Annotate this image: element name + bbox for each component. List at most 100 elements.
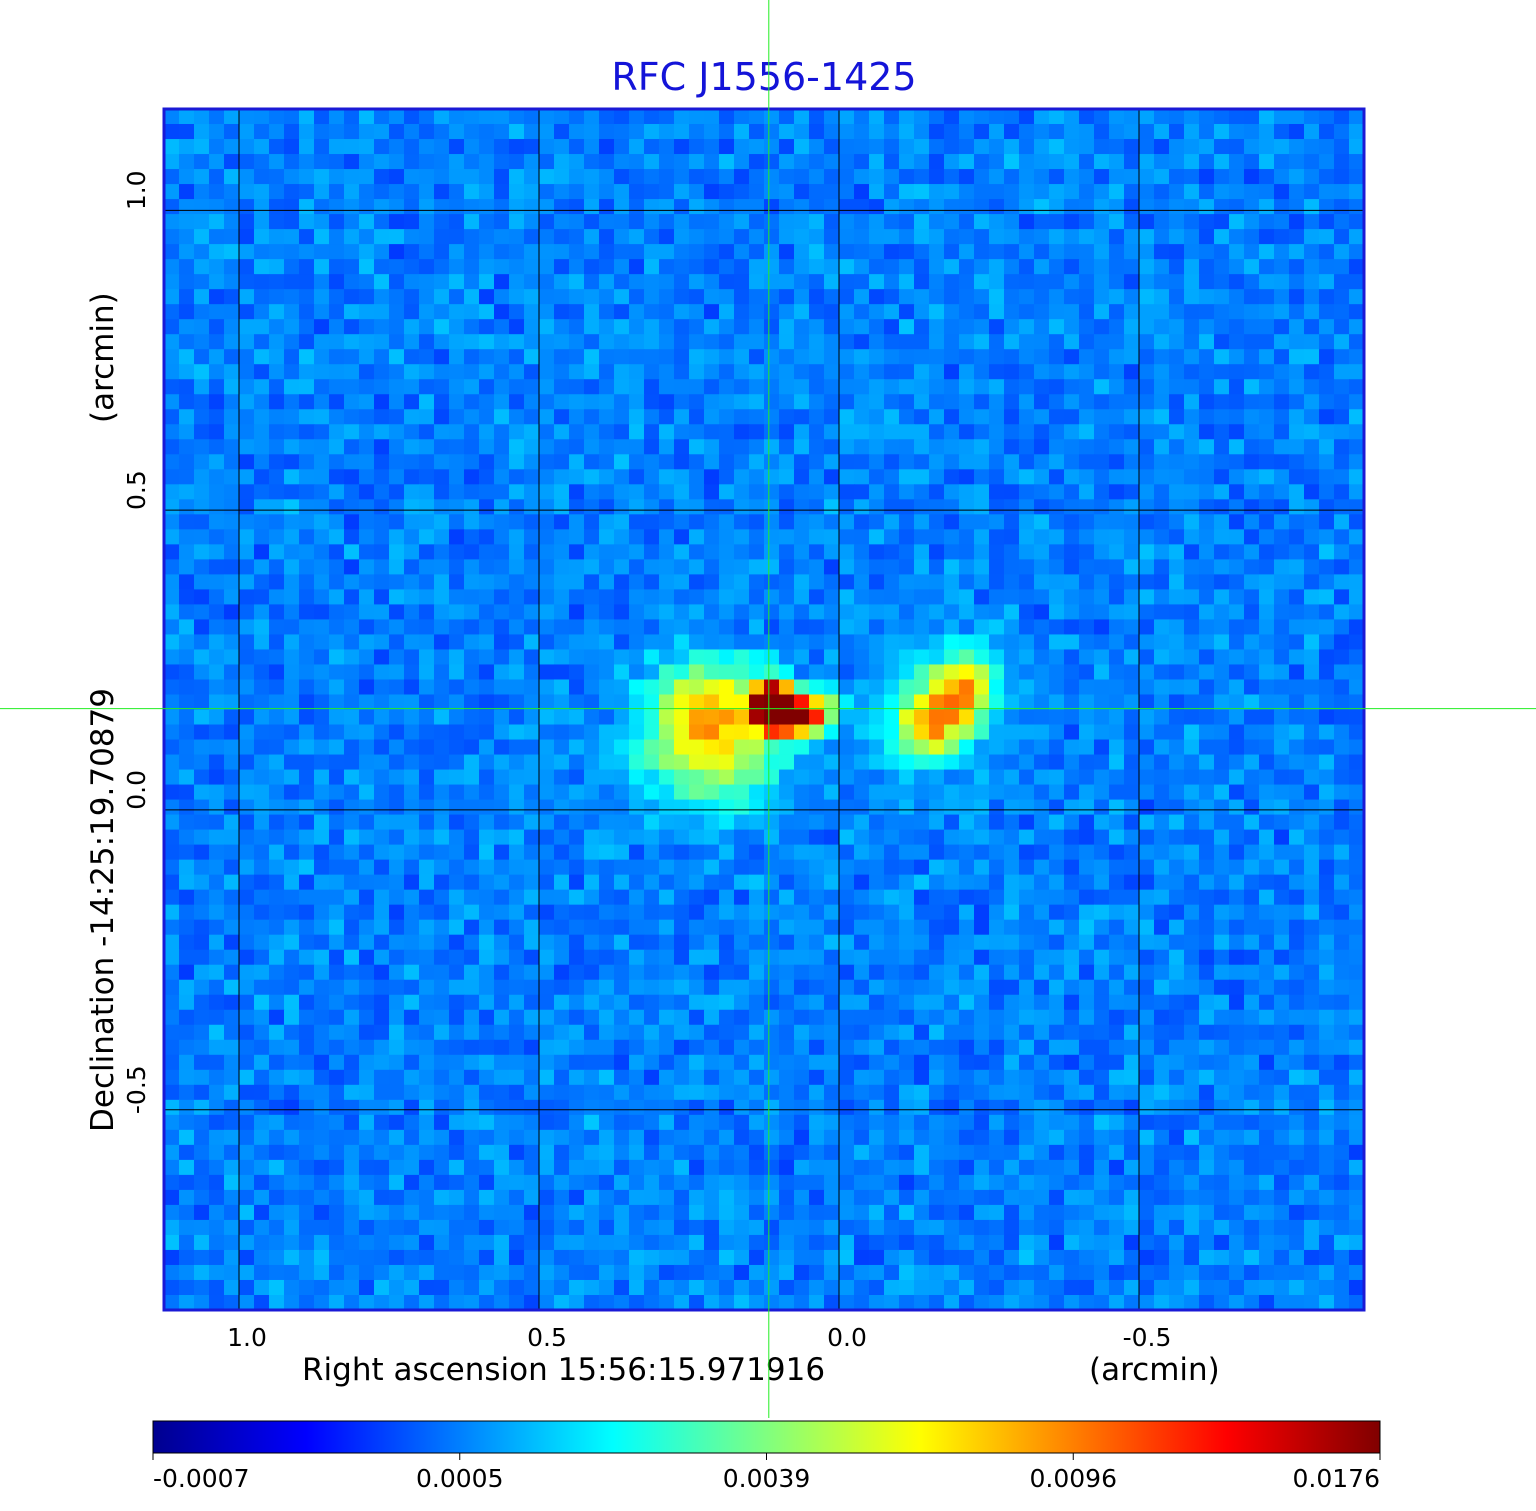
image-pixel (1199, 874, 1215, 891)
image-pixel (434, 799, 450, 816)
image-pixel (419, 499, 435, 515)
image-pixel (1289, 889, 1305, 906)
image-pixel (1019, 679, 1035, 696)
image-pixel (524, 994, 540, 1011)
image-pixel (224, 559, 240, 575)
image-pixel (719, 604, 735, 621)
image-pixel (734, 589, 750, 606)
image-pixel (689, 1009, 705, 1026)
image-pixel (1094, 409, 1110, 425)
image-pixel (1124, 574, 1140, 590)
image-pixel (1094, 109, 1110, 125)
image-pixel (584, 949, 600, 966)
image-pixel (959, 559, 975, 575)
image-pixel (1109, 889, 1125, 906)
image-pixel (929, 844, 945, 861)
image-pixel (614, 244, 630, 260)
image-pixel (269, 529, 285, 545)
image-pixel (404, 319, 420, 335)
image-pixel (344, 199, 360, 215)
image-pixel (629, 199, 645, 215)
image-pixel (614, 529, 630, 545)
image-pixel (1049, 514, 1065, 530)
image-pixel (1124, 139, 1140, 155)
image-pixel (614, 484, 630, 500)
image-pixel (209, 544, 225, 560)
image-pixel (464, 424, 480, 440)
image-pixel (974, 544, 990, 560)
image-pixel (629, 664, 645, 681)
image-pixel (749, 1009, 765, 1026)
image-pixel (269, 289, 285, 305)
image-pixel (719, 964, 735, 981)
image-pixel (539, 244, 555, 260)
image-pixel (1094, 964, 1110, 981)
image-pixel (749, 379, 765, 395)
image-pixel (749, 709, 765, 726)
image-pixel (1034, 154, 1050, 170)
image-pixel (494, 904, 510, 921)
image-pixel (419, 859, 435, 876)
image-pixel (299, 634, 315, 651)
image-pixel (974, 874, 990, 891)
image-pixel (1244, 844, 1260, 861)
image-pixel (419, 634, 435, 651)
image-pixel (1004, 484, 1020, 500)
image-pixel (629, 259, 645, 275)
image-pixel (854, 649, 870, 666)
image-pixel (1244, 634, 1260, 651)
image-pixel (539, 484, 555, 500)
image-pixel (554, 919, 570, 936)
image-pixel (209, 559, 225, 575)
image-pixel (1019, 769, 1035, 786)
image-pixel (1079, 514, 1095, 530)
image-pixel (914, 289, 930, 305)
image-pixel (899, 934, 915, 951)
image-pixel (869, 304, 885, 320)
image-pixel (689, 184, 705, 200)
image-pixel (374, 244, 390, 260)
image-pixel (614, 934, 630, 951)
image-pixel (1214, 439, 1230, 455)
image-pixel (269, 1039, 285, 1056)
image-pixel (494, 319, 510, 335)
image-pixel (1034, 844, 1050, 861)
image-pixel (1109, 784, 1125, 801)
image-pixel (164, 994, 180, 1011)
image-pixel (1184, 604, 1200, 621)
image-pixel (869, 994, 885, 1011)
image-pixel (449, 139, 465, 155)
image-pixel (734, 379, 750, 395)
image-pixel (329, 694, 345, 711)
image-pixel (164, 769, 180, 786)
image-pixel (989, 484, 1005, 500)
image-pixel (1334, 574, 1350, 590)
image-pixel (599, 109, 615, 125)
image-pixel (1004, 829, 1020, 846)
image-pixel (494, 679, 510, 696)
image-pixel (194, 544, 210, 560)
image-pixel (1289, 1009, 1305, 1026)
image-pixel (344, 244, 360, 260)
image-pixel (359, 529, 375, 545)
image-pixel (344, 124, 360, 140)
image-pixel (1049, 184, 1065, 200)
image-pixel (179, 529, 195, 545)
image-pixel (584, 634, 600, 651)
image-pixel (1109, 934, 1125, 951)
image-pixel (1004, 364, 1020, 380)
image-pixel (569, 754, 585, 771)
image-pixel (1349, 829, 1364, 846)
image-pixel (584, 679, 600, 696)
image-pixel (1109, 709, 1125, 726)
image-pixel (1334, 559, 1350, 575)
image-pixel (1184, 589, 1200, 606)
image-pixel (929, 409, 945, 425)
image-pixel (659, 469, 675, 485)
image-pixel (1319, 829, 1335, 846)
image-pixel (1184, 214, 1200, 230)
image-pixel (1019, 649, 1035, 666)
image-pixel (914, 499, 930, 515)
image-pixel (944, 934, 960, 951)
image-pixel (719, 769, 735, 786)
